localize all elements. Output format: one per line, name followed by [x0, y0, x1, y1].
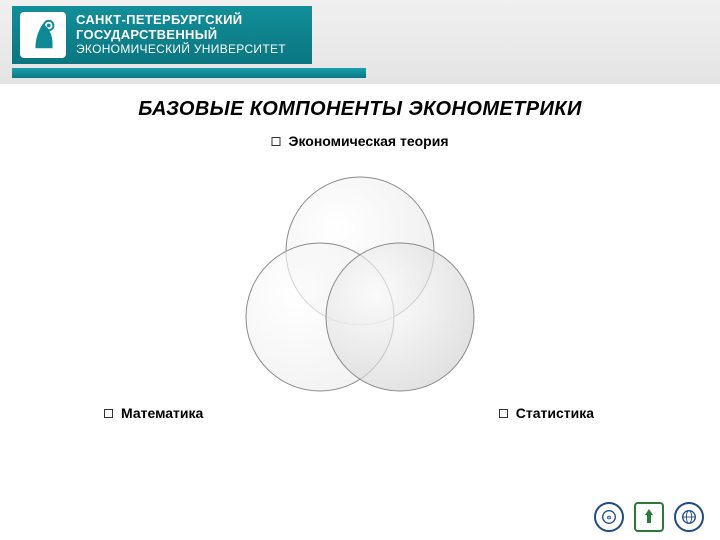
bullet-box-icon	[104, 409, 113, 418]
svg-text:Ф: Ф	[607, 516, 612, 522]
university-name: САНКТ-ПЕТЕРБУРГСКИЙ ГОСУДАРСТВЕННЫЙ ЭКОН…	[76, 13, 286, 57]
header: САНКТ-ПЕТЕРБУРГСКИЙ ГОСУДАРСТВЕННЫЙ ЭКОН…	[0, 0, 720, 84]
page-title: БАЗОВЫЕ КОМПОНЕНТЫ ЭКОНОМЕТРИКИ	[0, 98, 720, 121]
brand-block: САНКТ-ПЕТЕРБУРГСКИЙ ГОСУДАРСТВЕННЫЙ ЭКОН…	[12, 6, 312, 64]
venn-label-right: Статистика	[499, 405, 594, 421]
uni-line2: ГОСУДАРСТВЕННЫЙ	[76, 28, 286, 43]
venn-label-top-text: Экономическая теория	[288, 133, 448, 149]
bullet-box-icon	[499, 409, 508, 418]
venn-label-top: Экономическая теория	[271, 133, 448, 149]
venn-label-left: Математика	[104, 405, 203, 421]
uni-line3: ЭКОНОМИЧЕСКИЙ УНИВЕРСИТЕТ	[76, 43, 286, 57]
finance-logo-icon: Ф	[594, 502, 624, 532]
header-accent-bar	[12, 68, 366, 78]
venn-label-left-text: Математика	[121, 405, 203, 421]
venn-label-right-text: Статистика	[516, 405, 594, 421]
footer-logos: Ф	[594, 502, 704, 532]
venn-diagram: Экономическая теория Математика Статисти…	[0, 127, 720, 457]
globe-logo-icon	[674, 502, 704, 532]
uni-line1: САНКТ-ПЕТЕРБУРГСКИЙ	[76, 13, 286, 28]
university-logo	[20, 12, 66, 58]
eco-logo-icon	[634, 502, 664, 532]
venn-svg	[210, 173, 510, 403]
bullet-box-icon	[271, 137, 280, 146]
